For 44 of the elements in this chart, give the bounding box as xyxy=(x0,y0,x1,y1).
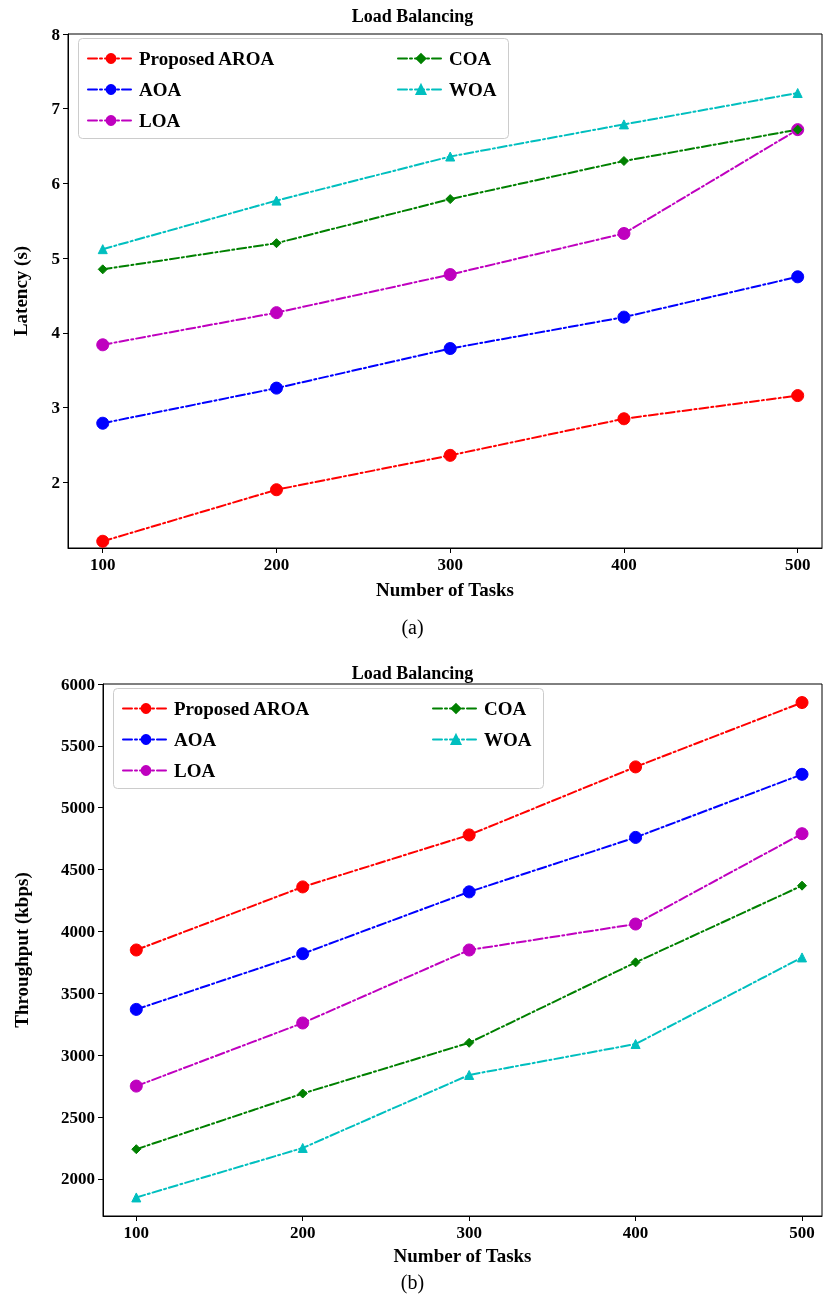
legend-label: WOA xyxy=(484,729,532,750)
chart-title: Load Balancing xyxy=(351,663,474,683)
legend-label: AOA xyxy=(139,79,182,100)
y-tick-label: 7 xyxy=(51,99,61,119)
text: (b) xyxy=(400,1271,425,1294)
y-tick-label: 3000 xyxy=(61,1045,95,1065)
legend-label: COA xyxy=(449,48,492,69)
x-tick-label: 300 xyxy=(437,555,463,574)
x-tick-label: 500 xyxy=(784,555,811,574)
y-tick-label: 6 xyxy=(51,173,60,193)
x-tick-label: 200 xyxy=(263,555,290,574)
x-tick-label: 300 xyxy=(456,1223,482,1242)
legend-label: COA xyxy=(484,698,527,719)
legend-label: AOA xyxy=(174,729,217,750)
y-axis-title: Throughput (kbps) xyxy=(11,872,33,1028)
x-tick-label: 500 xyxy=(789,1223,815,1242)
y-tick-label: 2 xyxy=(51,472,60,492)
y-axis-title: Latency (s) xyxy=(10,245,32,337)
y-tick-label: 5000 xyxy=(61,798,95,818)
y-tick-label: 3500 xyxy=(61,983,95,1003)
y-tick-label: 4500 xyxy=(61,860,95,880)
x-tick-label: 100 xyxy=(90,555,116,574)
y-tick-label: 5 xyxy=(51,248,60,268)
y-tick-label: 6000 xyxy=(61,674,95,694)
y-tick-label: 2000 xyxy=(61,1169,95,1189)
x-axis-title: Number of Tasks xyxy=(393,1244,532,1266)
y-tick-label: 4000 xyxy=(61,921,95,941)
y-tick-label: 3 xyxy=(51,398,60,418)
y-tick-label: 4 xyxy=(51,323,61,343)
x-tick-label: 400 xyxy=(611,555,637,574)
legend-label: Proposed AROA xyxy=(139,48,275,69)
y-tick-label: 2500 xyxy=(61,1107,95,1127)
x-tick-label: 200 xyxy=(289,1223,316,1242)
x-tick-label: 400 xyxy=(622,1223,649,1242)
x-axis-title: Number of Tasks xyxy=(376,579,514,600)
legend-label: LOA xyxy=(174,760,216,781)
y-tick-label: 8 xyxy=(51,24,60,44)
legend-label: LOA xyxy=(139,110,181,131)
x-tick-label: 100 xyxy=(123,1223,150,1242)
chart-title: Load Balancing xyxy=(351,6,474,26)
legend-label: WOA xyxy=(449,79,497,100)
text: (a) xyxy=(401,616,424,639)
legend-label: Proposed AROA xyxy=(174,698,310,719)
y-tick-label: 5500 xyxy=(61,736,95,756)
